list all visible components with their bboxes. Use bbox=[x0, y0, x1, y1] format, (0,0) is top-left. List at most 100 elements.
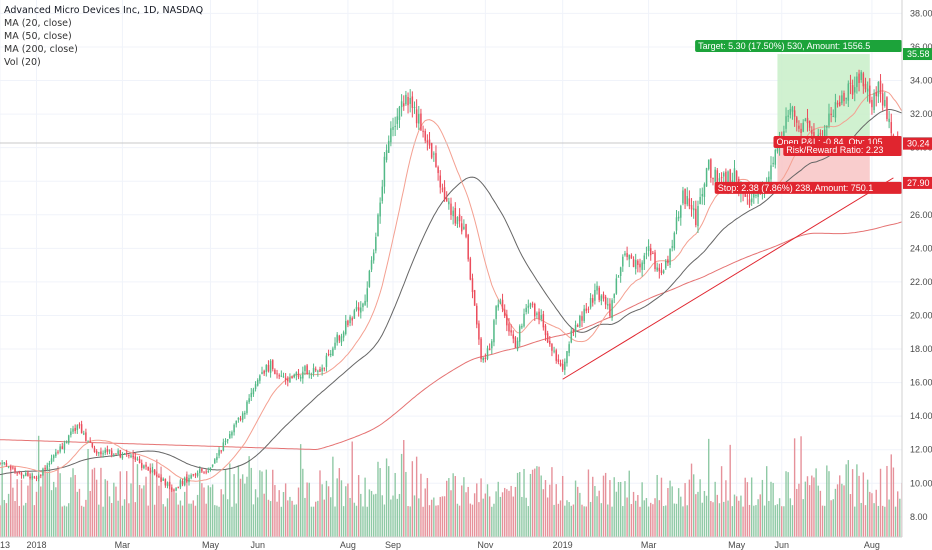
volume-bar bbox=[443, 496, 446, 537]
volume-bar bbox=[117, 500, 119, 537]
legend-ma50[interactable]: MA (50, close) bbox=[4, 31, 72, 42]
candle-body bbox=[486, 348, 489, 359]
volume-bar bbox=[422, 506, 424, 537]
volume-bar bbox=[467, 486, 469, 537]
candle-body bbox=[250, 392, 253, 398]
candle-body bbox=[484, 357, 487, 359]
volume-bar bbox=[104, 479, 106, 537]
candle-body bbox=[338, 335, 341, 341]
volume-bar bbox=[731, 506, 734, 537]
volume-bar bbox=[581, 504, 583, 537]
volume-bar bbox=[164, 506, 167, 537]
candle-body bbox=[452, 210, 454, 217]
candle-body bbox=[80, 424, 83, 434]
risk-reward-label[interactable]: Risk/Reward Ratio: 2.23 bbox=[783, 143, 902, 156]
legend-volume[interactable]: Vol (20) bbox=[4, 57, 41, 68]
volume-bar bbox=[183, 491, 186, 537]
price-tick-label: 36.00 bbox=[910, 42, 932, 52]
volume-bar bbox=[272, 469, 274, 537]
volume-bar bbox=[733, 494, 736, 537]
candle-body bbox=[546, 333, 549, 343]
volume-bar bbox=[454, 476, 456, 537]
candle-body bbox=[100, 451, 102, 455]
candle-body bbox=[377, 214, 379, 237]
candle-body bbox=[149, 470, 152, 473]
volume-bar bbox=[388, 466, 390, 537]
volume-bar bbox=[338, 468, 341, 537]
candle-body bbox=[241, 413, 244, 420]
candle-body bbox=[473, 290, 476, 306]
volume-bar bbox=[130, 483, 132, 537]
candle-body bbox=[379, 202, 381, 217]
candle-body bbox=[707, 159, 710, 170]
legend-ma20[interactable]: MA (20, close) bbox=[4, 18, 72, 29]
volume-bar bbox=[149, 463, 152, 537]
volume-bar bbox=[641, 482, 643, 537]
volume-bar bbox=[102, 506, 104, 537]
volume-bar bbox=[899, 498, 901, 537]
volume-bar bbox=[420, 473, 422, 537]
candle-body bbox=[680, 205, 682, 218]
candle-body bbox=[317, 370, 319, 372]
volume-bar bbox=[619, 481, 622, 537]
volume-bar bbox=[463, 477, 465, 537]
volume-bar bbox=[269, 501, 272, 537]
candle-body bbox=[791, 106, 794, 112]
volume-bar bbox=[31, 472, 33, 537]
volume-bar bbox=[598, 490, 600, 537]
price-tag bbox=[903, 137, 932, 150]
volume-bar bbox=[549, 484, 551, 537]
candle-body bbox=[617, 276, 620, 278]
candle-body bbox=[252, 389, 255, 395]
volume-bar bbox=[503, 487, 506, 537]
volume-bar bbox=[80, 505, 83, 537]
volume-bar bbox=[257, 497, 259, 537]
candle-body bbox=[226, 439, 229, 441]
volume-bar bbox=[278, 490, 280, 537]
candle-body bbox=[643, 255, 646, 265]
candle-body bbox=[327, 353, 330, 355]
candle-body bbox=[557, 359, 560, 363]
volume-bar bbox=[0, 505, 1, 537]
candle-body bbox=[746, 195, 749, 197]
volume-bar bbox=[241, 474, 244, 537]
volume-bar bbox=[529, 473, 532, 537]
candle-body bbox=[559, 363, 562, 366]
candle-body bbox=[699, 196, 701, 205]
volume-bar bbox=[336, 478, 338, 537]
volume-bar bbox=[284, 483, 287, 537]
candle-body bbox=[302, 371, 304, 379]
volume-bar bbox=[35, 491, 38, 537]
candle-body bbox=[469, 258, 472, 280]
stop-label[interactable]: Stop: 2.38 (7.86%) 238, Amount: 750.1 bbox=[714, 181, 902, 194]
volume-bar bbox=[310, 506, 313, 537]
volume-bar bbox=[587, 469, 590, 537]
candle-body bbox=[418, 113, 420, 124]
candle-body bbox=[491, 341, 493, 349]
volume-bar bbox=[5, 503, 8, 537]
candle-body bbox=[342, 332, 345, 338]
volume-bar bbox=[226, 499, 229, 537]
target-label[interactable]: Target: 5.30 (17.50%) 530, Amount: 1556.… bbox=[695, 40, 902, 53]
volume-bar bbox=[849, 494, 852, 537]
volume-bar bbox=[632, 491, 635, 537]
volume-bar bbox=[527, 506, 530, 537]
candle-body bbox=[783, 131, 785, 139]
volume-bar bbox=[385, 458, 388, 537]
volume-bar bbox=[121, 505, 124, 537]
candle-body bbox=[48, 463, 51, 465]
volume-bar bbox=[10, 464, 12, 537]
candle-body bbox=[796, 117, 798, 123]
candle-body bbox=[624, 253, 626, 256]
volume-bar bbox=[662, 505, 665, 537]
legend-ma200[interactable]: MA (200, close) bbox=[4, 44, 78, 55]
volume-bar bbox=[65, 506, 68, 537]
volume-bar bbox=[873, 503, 875, 537]
candle-body bbox=[604, 296, 607, 305]
volume-bar bbox=[424, 488, 426, 537]
volume-bar bbox=[817, 485, 819, 537]
volume-bar bbox=[727, 500, 729, 537]
volume-bar bbox=[826, 465, 828, 537]
